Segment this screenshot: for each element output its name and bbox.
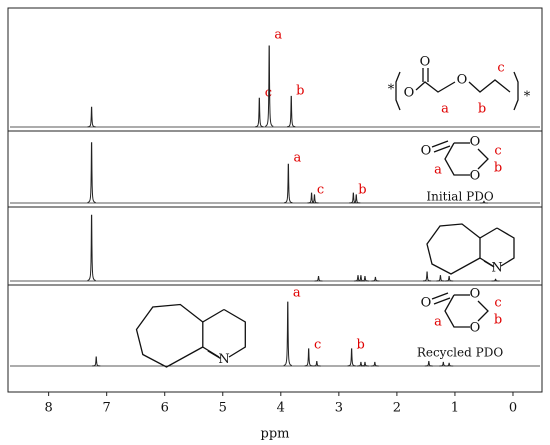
bond [444,142,470,176]
x-tick-label: 0 [509,401,517,416]
peak [312,361,321,367]
peak [310,194,319,204]
x-tick-label: 4 [277,401,285,416]
peak-label: b [356,338,364,353]
bond [477,300,489,322]
peak-label: a [274,28,282,43]
peak [87,214,96,281]
bond [426,223,481,275]
structure-label: O [457,73,468,88]
bond [496,227,515,267]
structure-label: a [434,315,442,330]
peak-label: c [317,183,324,198]
peak [347,348,356,367]
peak [255,97,264,128]
x-tick-label: 2 [393,401,401,416]
bond [483,260,495,268]
x-tick-label: 8 [44,401,52,416]
structure-label: O [404,86,415,101]
bond [477,148,489,170]
peak [287,95,296,128]
peak [439,361,448,367]
bond [207,350,221,359]
structure-label: * [524,90,531,105]
peak [360,361,370,367]
peak [87,142,96,203]
peak [422,271,432,282]
bond [415,81,456,93]
structure-label: N [218,352,229,367]
peak [304,348,313,367]
bond [135,303,204,368]
structure-label: b [478,102,486,117]
bracket [395,71,401,111]
x-tick-label: 6 [161,401,169,416]
peak [284,163,293,204]
structure-label: c [494,296,501,311]
peak [370,361,379,367]
peak-label: c [314,338,321,353]
structure-label: O [470,287,481,302]
peak [445,362,454,367]
peak [92,356,101,367]
structure-label: O [470,321,481,336]
peak [283,301,292,366]
structure-label: a [441,102,449,117]
x-tick-label: 1 [451,401,459,416]
bond [468,79,511,93]
structure-label: b [494,313,502,328]
bond [433,145,451,153]
structure-label: a [434,163,442,178]
bond [431,292,449,300]
x-tick-label: 5 [219,401,227,416]
bracket [513,71,519,111]
peak [360,276,370,282]
x-tick-label: 7 [103,401,111,416]
peak-label: b [296,84,304,99]
structure-label: * [388,83,395,98]
structure-label: b [494,161,502,176]
structure-label: O [420,55,431,70]
structure-label: c [497,61,504,76]
peak-label: a [293,286,301,301]
peak [424,361,433,367]
bond [202,308,225,358]
peak [349,192,358,204]
plot-frame [7,7,543,393]
peak [371,276,380,282]
peak [314,276,323,282]
bond [431,140,449,148]
structure-caption: Recycled PDO [417,346,503,360]
peak [307,192,316,204]
structure-label: c [494,144,501,159]
bond [444,294,470,328]
structure-label: O [470,135,481,150]
peak [352,194,361,204]
structure-label: O [421,296,432,311]
bond [433,297,451,305]
peak-label: b [358,183,366,198]
peak [436,275,445,282]
structure-label: O [421,144,432,159]
structure-label: O [470,169,481,184]
x-axis-title: ppm [261,427,290,442]
peak-label: a [293,151,301,166]
peak [445,276,454,282]
peak [479,200,489,204]
structure-caption: Initial PDO [426,190,493,204]
x-tick-label: 3 [335,401,343,416]
structure-label: N [491,261,502,276]
peak [353,275,363,282]
bond [223,308,246,358]
peak [264,45,274,127]
peak [87,106,96,128]
peak [491,278,500,282]
